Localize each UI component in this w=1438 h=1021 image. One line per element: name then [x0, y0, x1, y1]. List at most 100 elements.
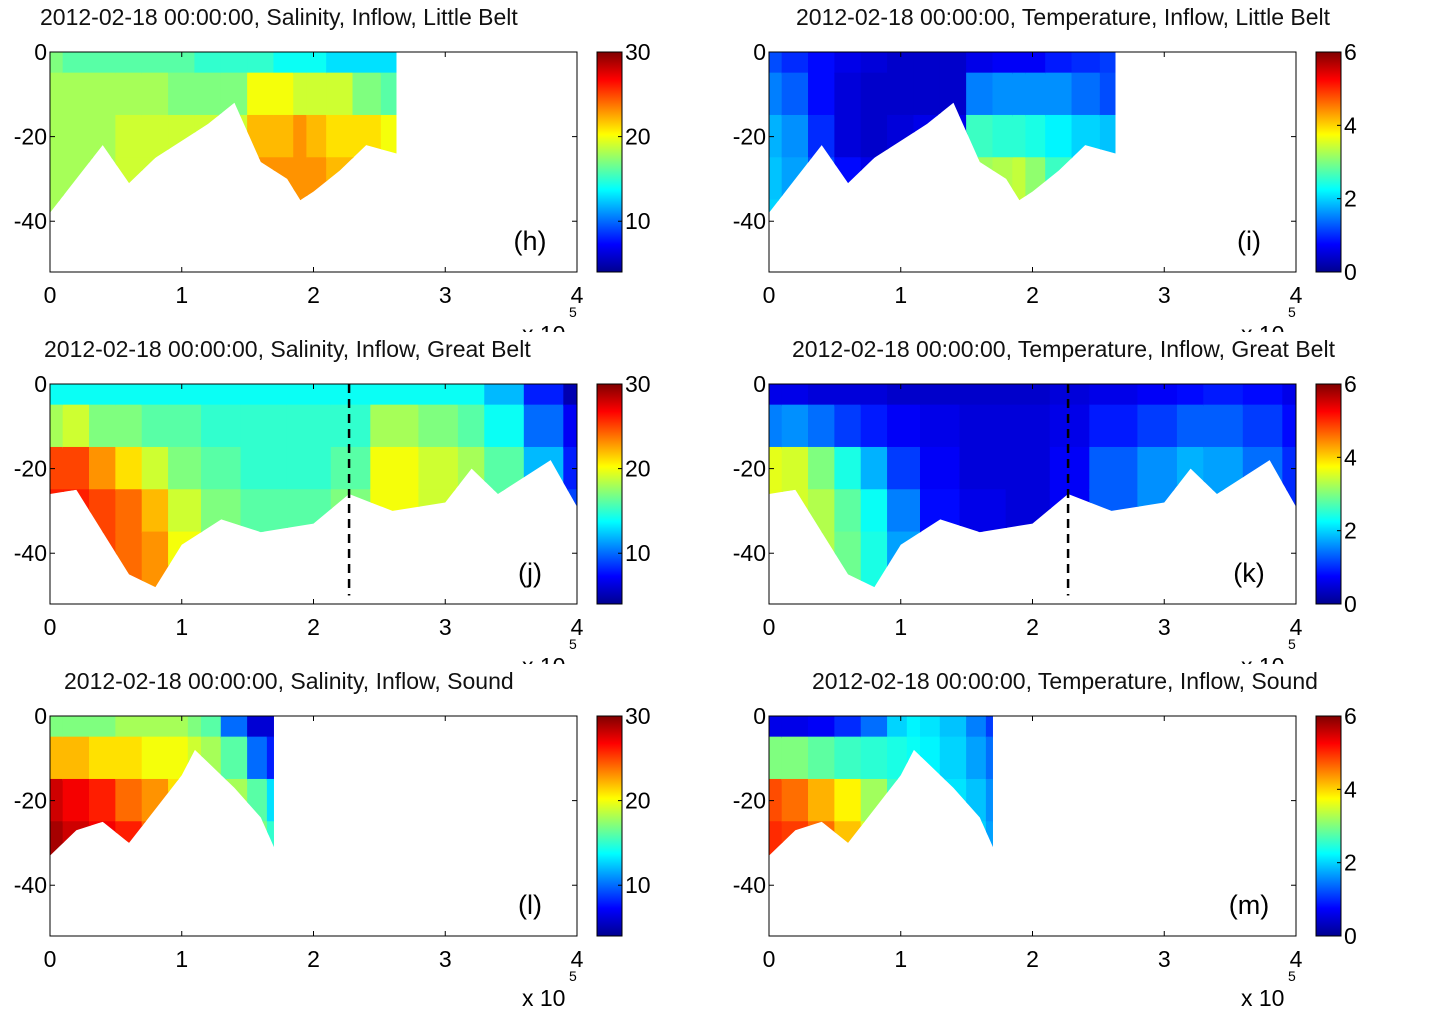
y-tick-label: -40: [733, 208, 766, 234]
data-cell: [326, 157, 355, 202]
data-cell: [769, 821, 784, 856]
data-cell: [523, 489, 565, 534]
data-cell: [966, 821, 988, 856]
data-cell: [62, 446, 91, 491]
data-cell: [62, 531, 91, 588]
data-cell: [1176, 446, 1205, 491]
data-cell: [808, 114, 836, 159]
data-cell: [1071, 114, 1102, 159]
data-cell: [906, 736, 922, 781]
panel-title: 2012-02-18 00:00:00, Salinity, Inflow, G…: [44, 336, 531, 362]
panel-label: (j): [518, 558, 542, 588]
data-cell: [484, 404, 526, 449]
panel-k-temperature-great-belt: 2012-02-18 00:00:00, Temperature, Inflow…: [719, 332, 1438, 679]
data-cell: [370, 446, 420, 491]
data-cell: [115, 736, 144, 781]
data-cell: [220, 736, 249, 781]
data-cell: [939, 72, 968, 117]
data-cell: [247, 72, 275, 117]
data-cell: [62, 778, 91, 823]
x-tick-label: 2: [1026, 946, 1039, 972]
data-cell: [920, 716, 942, 739]
x-tick-label: 4: [1290, 614, 1303, 640]
data-cell: [89, 446, 117, 491]
y-tick-label: -20: [733, 788, 766, 814]
data-cell: [1137, 446, 1179, 491]
y-tick-label: -40: [14, 872, 47, 898]
y-tick-label: -20: [14, 124, 47, 150]
colorbar: [596, 715, 623, 937]
data-cell: [1203, 404, 1245, 449]
data-cell: [141, 114, 170, 159]
panel-title: 2012-02-18 00:00:00, Temperature, Inflow…: [812, 668, 1318, 694]
data-cell: [141, 716, 170, 739]
data-cell: [992, 72, 1014, 117]
colorbar: [1315, 51, 1342, 273]
panel-plot: 0 1 2 3 4 x 10 5 0 -20 -40 (i) 6 4 2 0: [733, 39, 1357, 347]
data-cell: [62, 736, 91, 781]
data-cell: [50, 114, 65, 159]
data-cell: [187, 778, 203, 823]
data-cell: [1071, 72, 1102, 117]
data-cell: [50, 199, 65, 213]
data-cell: [1137, 531, 1179, 588]
data-cell: [808, 52, 836, 75]
data-cell: [141, 778, 170, 823]
panel-h-salinity-little-belt: 2012-02-18 00:00:00, Salinity, Inflow, L…: [0, 0, 719, 347]
data-cell: [887, 157, 915, 202]
data-cell: [1045, 72, 1074, 117]
data-cell: [1176, 531, 1205, 588]
data-cell: [769, 531, 784, 588]
data-cell: [1176, 384, 1205, 407]
data-field: [769, 52, 1116, 213]
data-cell: [1005, 489, 1052, 534]
data-cell: [781, 716, 810, 739]
data-cell: [115, 778, 144, 823]
data-cell: [966, 716, 988, 739]
data-cell: [1282, 531, 1296, 588]
data-cell: [50, 778, 65, 823]
data-cell: [418, 384, 460, 407]
data-cell: [1203, 489, 1245, 534]
data-cell: [115, 821, 144, 856]
data-cell: [834, 199, 863, 213]
data-cell: [860, 821, 889, 856]
data-cell: [247, 199, 275, 213]
data-cell: [834, 531, 863, 588]
data-cell: [194, 157, 223, 202]
data-cell: [563, 489, 577, 534]
data-cell: [1005, 404, 1052, 449]
colorbar: [1315, 715, 1342, 937]
y-tick-label: -40: [14, 540, 47, 566]
panel-label: (h): [514, 226, 547, 256]
data-cell: [201, 716, 223, 739]
data-cell: [959, 404, 1008, 449]
colorbar-tick-label: 20: [625, 124, 651, 150]
data-cell: [1242, 489, 1284, 534]
data-cell: [808, 157, 836, 202]
data-cell: [457, 489, 486, 534]
data-cell: [920, 404, 962, 449]
data-cell: [220, 52, 249, 75]
data-cell: [834, 716, 863, 739]
panel-j-salinity-great-belt: 2012-02-18 00:00:00, Salinity, Inflow, G…: [0, 332, 719, 679]
data-cell: [247, 821, 269, 856]
data-cell: [769, 446, 784, 491]
data-cell: [326, 199, 355, 213]
data-cell: [1025, 114, 1047, 159]
data-cell: [1071, 199, 1102, 213]
data-cell: [985, 736, 993, 781]
data-cell: [240, 489, 289, 534]
data-cell: [523, 384, 565, 407]
colorbar-tick-label: 0: [1344, 259, 1357, 285]
data-cell: [220, 157, 249, 202]
y-tick-label: 0: [753, 371, 766, 397]
colorbar-tick-label: 30: [625, 371, 651, 397]
data-cell: [920, 778, 942, 823]
data-cell: [89, 52, 117, 75]
data-cell: [220, 199, 249, 213]
data-cell: [1099, 72, 1116, 117]
panel-title: 2012-02-18 00:00:00, Salinity, Inflow, S…: [64, 668, 514, 694]
data-cell: [201, 736, 223, 781]
data-cell: [1005, 384, 1052, 407]
